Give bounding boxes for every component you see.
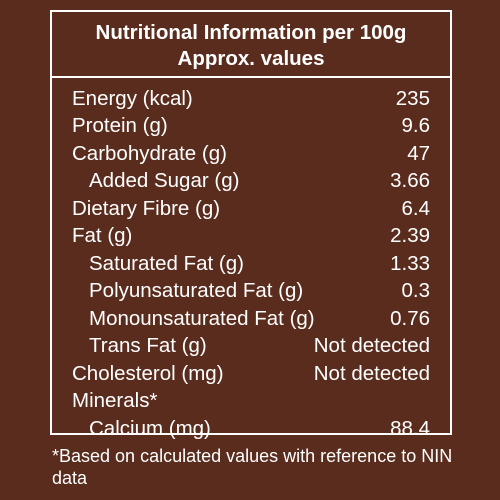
nutrient-value: 47 — [407, 141, 430, 165]
footnote: *Based on calculated values with referen… — [52, 446, 453, 488]
nutrient-label: Cholesterol (mg) — [72, 361, 224, 385]
nutrient-label: Trans Fat (g) — [89, 334, 207, 358]
nutrient-value: 2.39 — [390, 224, 430, 248]
nutrient-label: Dietary Fibre (g) — [72, 196, 221, 220]
nutrient-row: Carbohydrate (g) 47 — [72, 140, 430, 168]
nutrient-row: Minerals* — [72, 388, 430, 416]
nutrient-row: Added Sugar (g) 3.66 — [72, 168, 430, 196]
nutrient-row: Trans Fat (g) Not detected — [72, 333, 430, 361]
nutrient-value: Not detected — [313, 361, 430, 385]
nutrient-row: Polyunsaturated Fat (g) 0.3 — [72, 278, 430, 306]
nutrient-value: 88.4 — [390, 416, 430, 440]
nutrient-value: 3.66 — [390, 169, 430, 193]
nutrient-row: Protein (g) 9.6 — [72, 113, 430, 141]
nutrient-label: Monounsaturated Fat (g) — [89, 306, 315, 330]
nutrient-label: Calcium (mg) — [89, 416, 211, 440]
nutrient-value: 0.76 — [390, 306, 430, 330]
nutrient-value: 6.4 — [401, 196, 431, 220]
nutrient-label: Polyunsaturated Fat (g) — [89, 279, 304, 303]
nutrition-title: Nutritional Information per 100g — [95, 21, 407, 44]
nutrient-row: Fat (g) 2.39 — [72, 223, 430, 251]
nutrient-label: Carbohydrate (g) — [72, 141, 227, 165]
nutrient-value: 9.6 — [401, 114, 431, 138]
nutrient-label: Saturated Fat (g) — [89, 251, 244, 275]
nutrient-row: Saturated Fat (g) 1.33 — [72, 250, 430, 278]
nutrient-label: Energy (kcal) — [72, 86, 193, 110]
nutrient-value: 0.3 — [401, 279, 431, 303]
nutrient-value: Not detected — [313, 334, 430, 358]
nutrient-label: Added Sugar (g) — [89, 169, 240, 193]
nutrient-value: 1.33 — [390, 251, 430, 275]
nutrient-row: Energy (kcal) 235 — [72, 85, 430, 113]
nutrition-table-header: Nutritional Information per 100g Approx.… — [52, 12, 450, 78]
nutrient-label: Minerals* — [72, 389, 158, 413]
nutrient-row: Dietary Fibre (g) 6.4 — [72, 195, 430, 223]
nutrient-label: Fat (g) — [72, 224, 133, 248]
nutrient-row: Monounsaturated Fat (g) 0.76 — [72, 305, 430, 333]
nutrient-label: Protein (g) — [72, 114, 168, 138]
nutrition-table: Nutritional Information per 100g Approx.… — [50, 10, 452, 440]
nutrition-subtitle: Approx. values — [177, 47, 325, 70]
nutrient-row: Cholesterol (mg) Not detected — [72, 360, 430, 388]
nutrient-row: Calcium (mg) 88.4 — [72, 415, 430, 443]
nutrient-value: 235 — [395, 86, 430, 110]
nutrition-rows: Energy (kcal) 235 Protein (g) 9.6 Carbohydra… — [52, 78, 450, 443]
